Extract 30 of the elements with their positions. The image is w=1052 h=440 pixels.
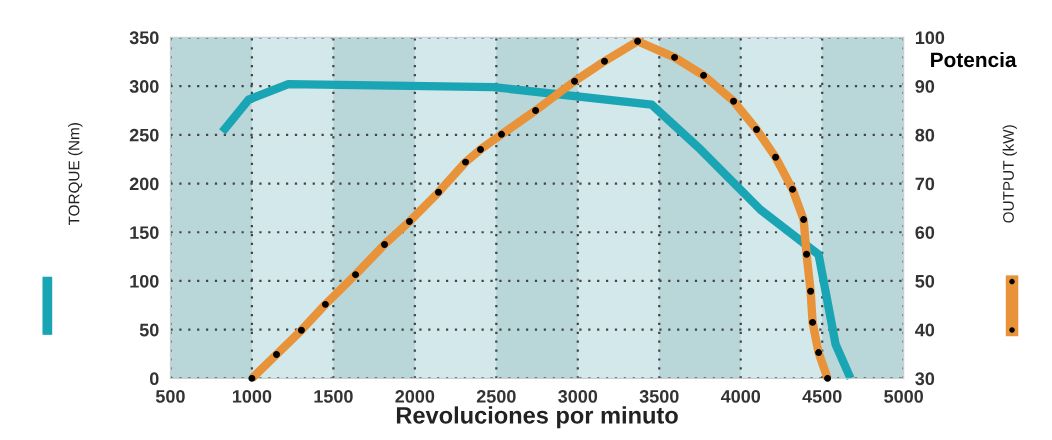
x-tick-label: 1500 [314, 389, 353, 403]
x-tick-label: 4500 [802, 389, 842, 403]
y-tick-label: 100 [130, 274, 159, 288]
y-tick-label: 200 [129, 177, 159, 191]
x-tick-label: 1000 [232, 389, 272, 403]
x-tick-label: 3000 [558, 389, 598, 403]
y2-tick-label: 80 [915, 128, 935, 142]
y2-tick-label: 40 [915, 323, 935, 337]
x-tick-label: 2000 [395, 389, 435, 403]
y2-axis-title: OUTPUT (kW) [1002, 125, 1017, 223]
x-axis-title: Revoluciones por minuto [396, 406, 678, 429]
x-tick-label: 500 [155, 389, 185, 403]
y-tick-label: 250 [129, 128, 159, 142]
x-tick-label: 2500 [476, 389, 516, 403]
x-tick-label: 3500 [639, 389, 679, 403]
y2-tick-label: 50 [915, 274, 935, 288]
y-axis-title: TORQUE (Nm) [68, 123, 83, 226]
text: Potencia [931, 51, 1017, 68]
y2-tick-label: 90 [915, 80, 935, 93]
y-tick-label: 50 [139, 323, 159, 337]
y2-tick-label: 100 [915, 31, 945, 45]
y2-tick-label: 30 [915, 372, 935, 386]
y-tick-label: 150 [130, 226, 159, 239]
y-tick-label: 0 [149, 372, 159, 386]
y-tick-label: 350 [129, 31, 159, 45]
x-tick-label: 4000 [720, 389, 761, 403]
y2-tick-label: 60 [915, 226, 935, 239]
y2-tick-label: 70 [915, 177, 935, 191]
y-tick-label: 300 [129, 80, 159, 93]
x-tick-label: 5000 [884, 389, 924, 403]
